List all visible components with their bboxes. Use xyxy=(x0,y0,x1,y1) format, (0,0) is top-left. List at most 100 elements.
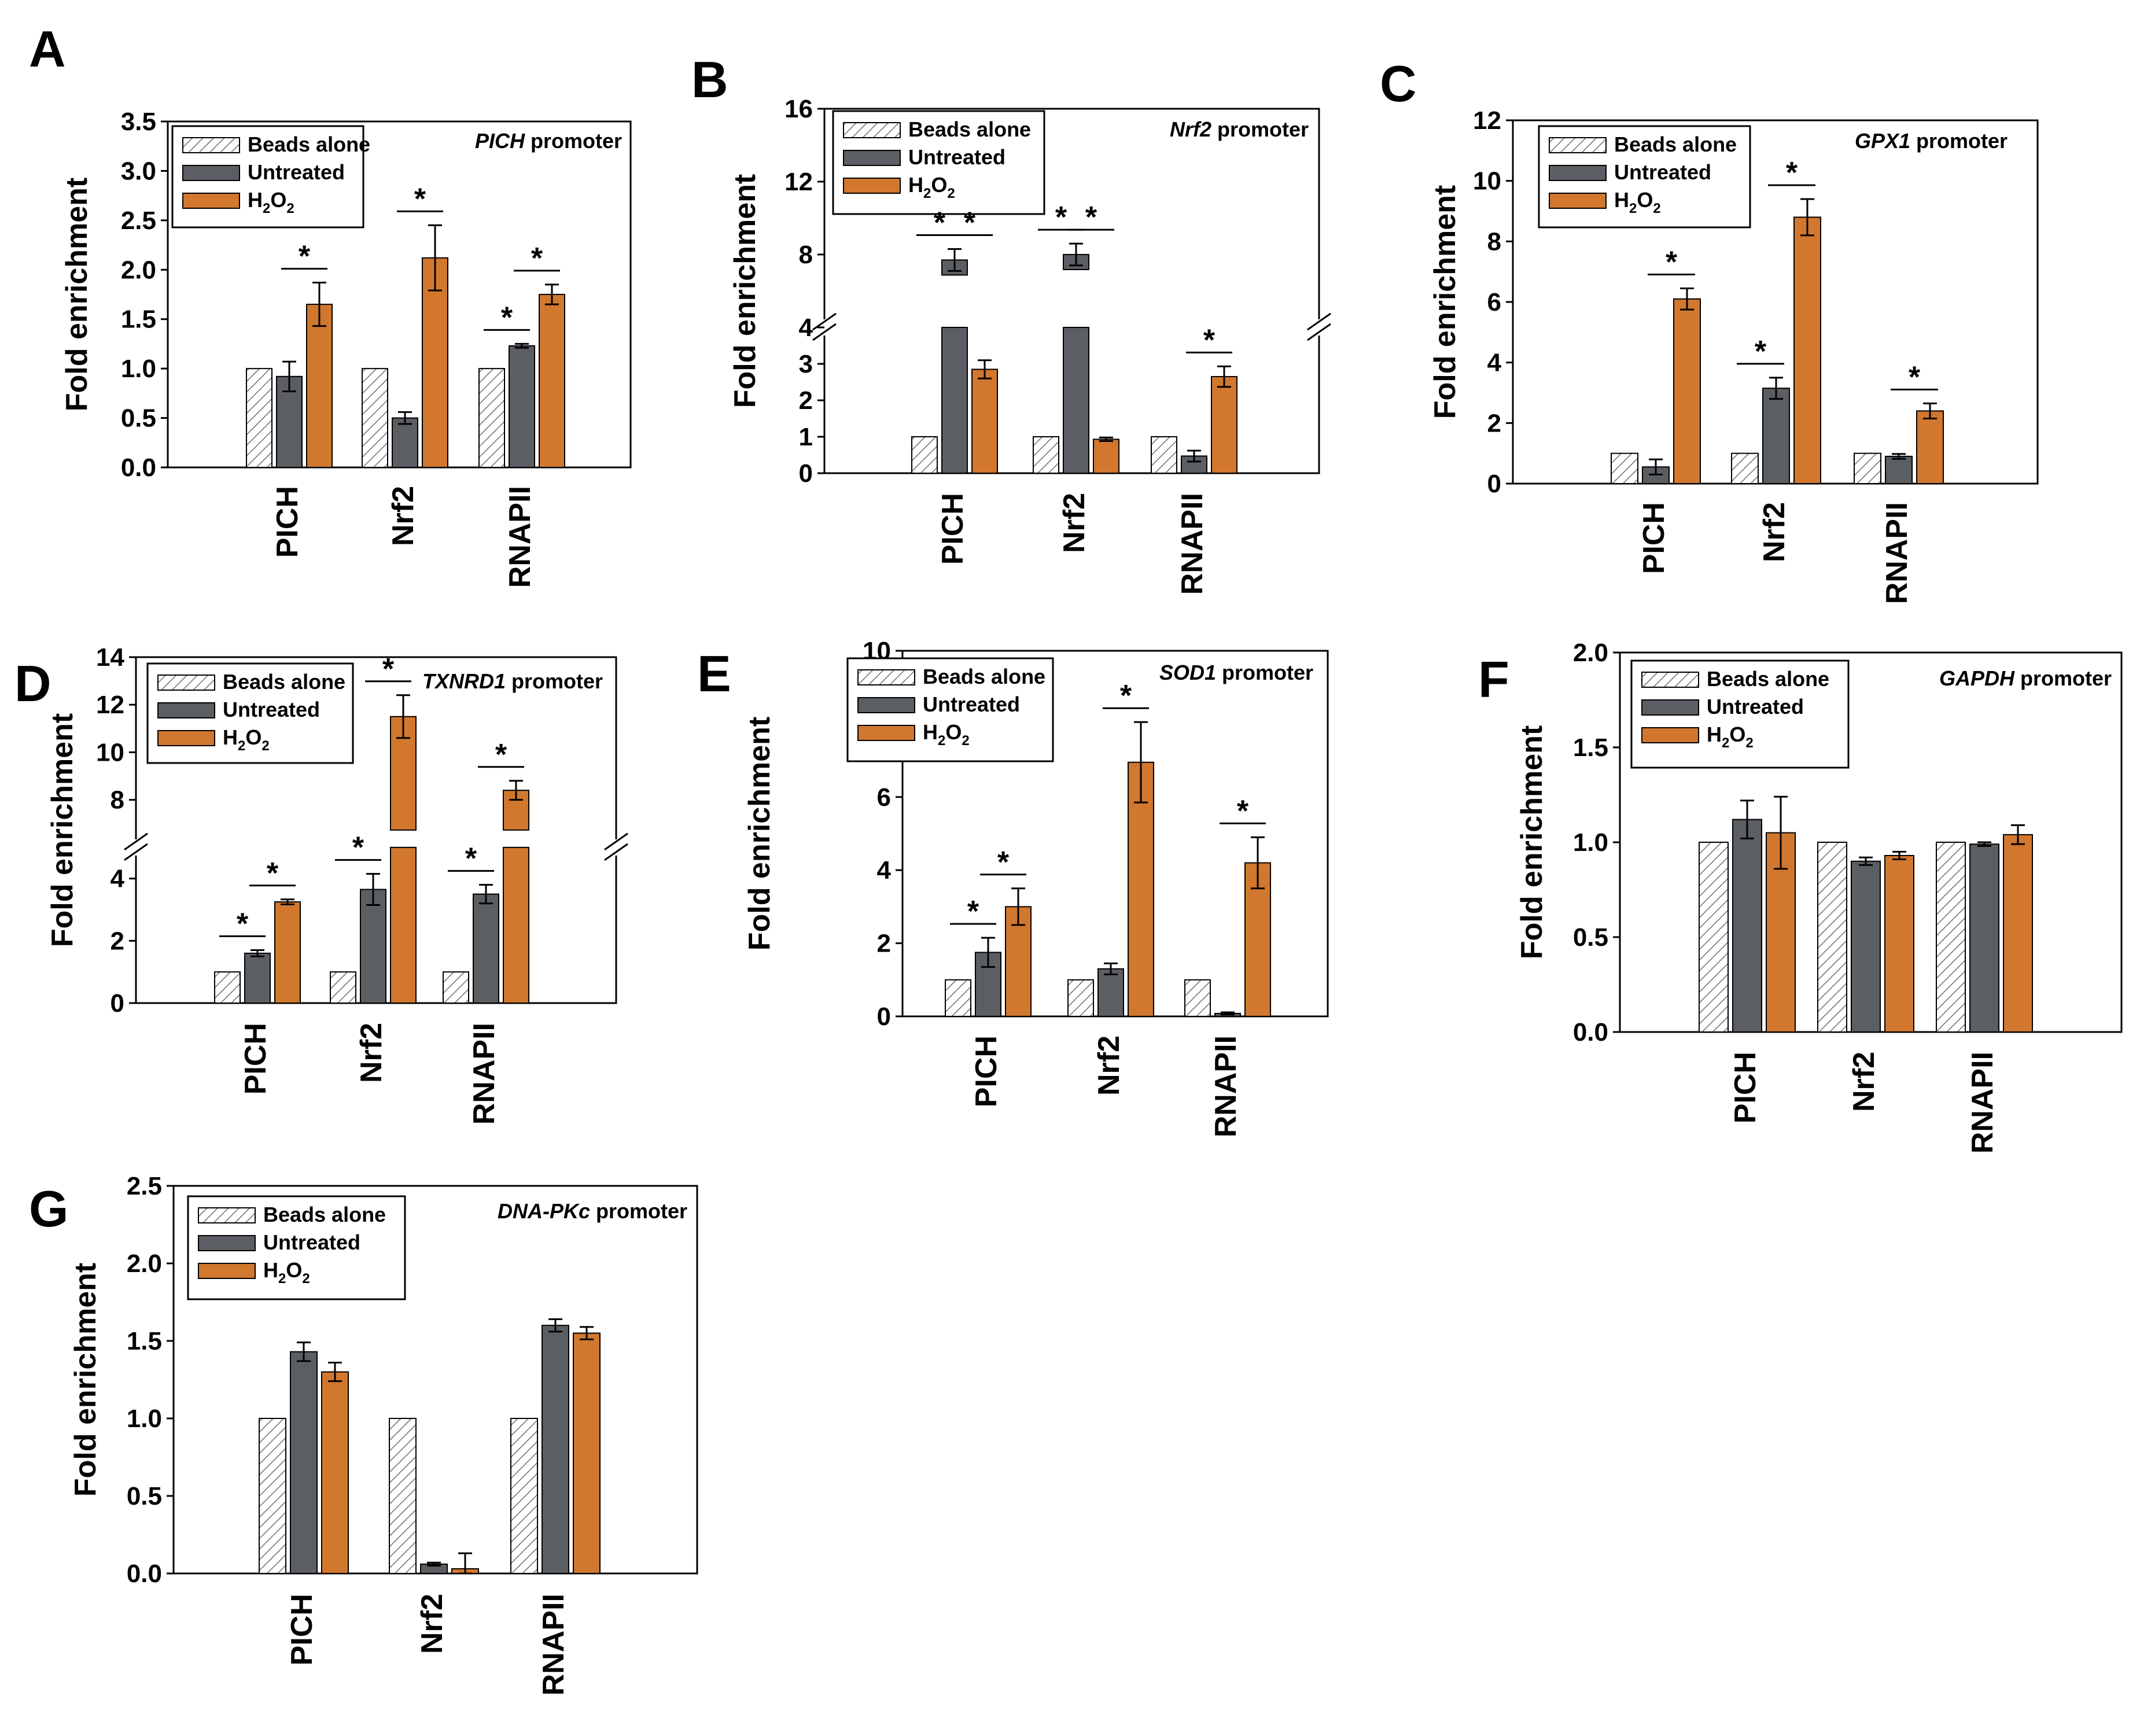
bar xyxy=(360,889,386,1004)
y-tick-label: 0.0 xyxy=(121,454,156,482)
legend-swatch xyxy=(1549,137,1607,153)
significance-star: * xyxy=(414,182,426,216)
legend-label: Untreated xyxy=(923,692,1020,716)
bar xyxy=(1699,842,1729,1033)
legend-label: Beads alone xyxy=(1707,667,1829,691)
category-label: RNAPII xyxy=(1209,1035,1243,1137)
y-tick-label: 2.5 xyxy=(121,207,156,235)
bar xyxy=(941,327,968,474)
significance-star: * xyxy=(352,831,364,865)
y-axis-title: Fold enrichment xyxy=(1515,725,1549,959)
legend-swatch xyxy=(1641,727,1699,743)
legend-swatch xyxy=(182,193,240,209)
legend-label: Beads alone xyxy=(923,665,1045,688)
bar xyxy=(390,846,417,1004)
bar xyxy=(321,1371,349,1575)
chart-title-rest: promoter xyxy=(506,669,603,693)
legend-swatch xyxy=(157,702,215,718)
chart-title: Nrf2 promoter xyxy=(1170,117,1309,141)
legend-swatch xyxy=(857,725,915,741)
legend-label: Untreated xyxy=(263,1230,360,1254)
y-tick-label: 1.0 xyxy=(127,1405,162,1433)
bar xyxy=(1067,979,1094,1018)
category-label: RNAPII xyxy=(1176,493,1209,595)
legend-label: Beads alone xyxy=(248,132,370,156)
bar xyxy=(330,971,356,1004)
bar xyxy=(290,1351,318,1574)
y-tick-label: 3.0 xyxy=(121,157,156,185)
legend-label: Untreated xyxy=(248,160,345,184)
category-label: PICH xyxy=(271,486,304,558)
significance-star: * xyxy=(997,846,1010,879)
y-tick-label: 1.0 xyxy=(121,355,156,383)
y-tick-label: 4 xyxy=(111,865,125,893)
chart-title-gene: DNA-PKc xyxy=(498,1199,590,1223)
significance-star: * xyxy=(964,207,976,240)
bar xyxy=(1969,843,1999,1033)
bar xyxy=(945,979,971,1018)
chart-title-rest: promoter xyxy=(1211,117,1309,141)
significance-star: * xyxy=(934,207,946,240)
y-axis-title: Fold enrichment xyxy=(60,178,94,411)
axis-break-mark xyxy=(124,832,148,851)
legend-label: H2O2 xyxy=(1614,188,1661,216)
legend-label: Untreated xyxy=(1707,695,1804,718)
bar xyxy=(1851,860,1881,1033)
y-tick-label: 4 xyxy=(1487,349,1502,377)
category-label: Nrf2 xyxy=(1092,1035,1126,1096)
y-tick-label: 4 xyxy=(877,856,892,884)
chart-title: GAPDH promoter xyxy=(1939,666,2112,690)
chart-title-gene: PICH xyxy=(475,129,525,153)
bar xyxy=(503,846,529,1004)
chart-title-rest: promoter xyxy=(2014,666,2112,690)
chart-title-gene: GPX1 xyxy=(1855,129,1910,153)
panel-d: D 0 2 4 8 10 12 14 Fold enrichment TXNRD1 promote… xyxy=(14,643,628,1125)
y-tick-label: 0 xyxy=(111,989,124,1018)
y-tick-label: 0.0 xyxy=(127,1560,162,1588)
legend-swatch xyxy=(198,1235,256,1251)
y-tick-label: 2.0 xyxy=(127,1250,162,1278)
bar xyxy=(473,893,499,1004)
legend-swatch xyxy=(1641,672,1699,688)
bar xyxy=(1033,436,1059,474)
category-label: RNAPII xyxy=(467,1023,501,1125)
axis-break-mark xyxy=(812,312,837,331)
bar xyxy=(1211,376,1237,474)
legend-label: H2O2 xyxy=(1707,723,1754,751)
bar xyxy=(244,952,271,1004)
legend-label: H2O2 xyxy=(923,720,970,749)
y-tick-label: 2 xyxy=(877,930,891,958)
bar xyxy=(573,1332,601,1575)
y-axis-title: Fold enrichment xyxy=(69,1263,102,1497)
chart-title-rest: promoter xyxy=(1216,661,1313,684)
legend-swatch xyxy=(157,730,215,746)
panel-label: G xyxy=(29,1180,68,1237)
category-label: Nrf2 xyxy=(355,1023,388,1083)
y-tick-label: 2.0 xyxy=(1573,639,1608,667)
chart-title: GPX1 promoter xyxy=(1855,129,2008,153)
significance-star: * xyxy=(1203,323,1216,357)
bar xyxy=(422,257,448,468)
legend-swatch xyxy=(843,150,901,166)
legend-label: H2O2 xyxy=(908,173,955,201)
bar xyxy=(214,971,241,1004)
y-tick-label: 2.0 xyxy=(121,256,156,284)
bar xyxy=(306,304,333,468)
category-label: RNAPII xyxy=(537,1594,570,1696)
chart-title-gene: SOD1 xyxy=(1159,661,1216,684)
significance-star: * xyxy=(382,653,395,686)
y-tick-label: 8 xyxy=(1487,227,1501,256)
chart-title: SOD1 promoter xyxy=(1159,661,1313,684)
bar xyxy=(392,417,418,468)
significance-star: * xyxy=(465,842,477,875)
category-label: RNAPII xyxy=(503,486,537,588)
bar xyxy=(1936,842,1966,1033)
panel-label: F xyxy=(1478,651,1509,708)
legend-swatch xyxy=(182,165,240,181)
y-tick-label: 3.5 xyxy=(121,108,156,136)
bar xyxy=(1854,452,1881,485)
axis-break-mark xyxy=(812,323,837,341)
y-tick-label: 0 xyxy=(799,459,813,488)
bar xyxy=(2003,834,2033,1033)
